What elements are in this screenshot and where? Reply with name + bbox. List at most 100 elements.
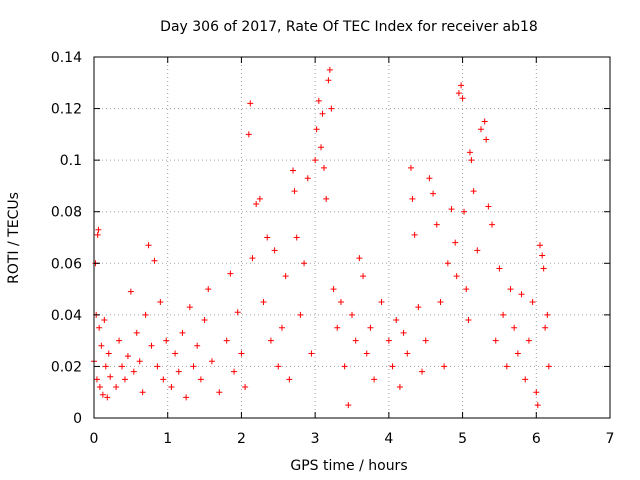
data-point (119, 363, 126, 370)
data-point (539, 252, 546, 259)
data-point (313, 126, 320, 133)
data-point (116, 337, 123, 344)
data-point (216, 389, 223, 396)
data-point (297, 311, 304, 318)
data-point (308, 350, 315, 357)
y-tick-label: 0.02 (51, 359, 82, 375)
data-points (91, 66, 552, 409)
chart-title: Day 306 of 2017, Rate Of TEC Index for r… (160, 19, 538, 35)
data-point (507, 286, 514, 293)
y-tick-label: 0.08 (51, 205, 82, 221)
x-tick-labels: 0 1 2 3 4 5 6 7 (90, 431, 615, 447)
data-point (525, 337, 532, 344)
data-point (544, 311, 551, 318)
data-point (107, 373, 114, 380)
data-point (540, 265, 547, 272)
data-point (121, 376, 128, 383)
data-point (465, 317, 472, 324)
data-point (105, 350, 112, 357)
data-point (231, 368, 238, 375)
data-point (411, 231, 418, 238)
data-point (419, 368, 426, 375)
data-point (282, 273, 289, 280)
data-point (542, 324, 549, 331)
data-point (98, 342, 105, 349)
data-point (453, 273, 460, 280)
data-point (458, 82, 465, 89)
data-point (245, 131, 252, 138)
data-point (334, 324, 341, 331)
data-point (492, 337, 499, 344)
data-point (194, 342, 201, 349)
data-point (286, 376, 293, 383)
data-point (102, 363, 109, 370)
data-point (378, 298, 385, 305)
data-point (407, 164, 414, 171)
data-point (320, 164, 327, 171)
data-point (433, 221, 440, 228)
data-point (325, 77, 332, 84)
data-point (293, 234, 300, 241)
data-point (500, 311, 507, 318)
data-point (190, 363, 197, 370)
data-point (385, 337, 392, 344)
data-point (253, 200, 260, 207)
data-point (444, 260, 451, 267)
data-point (154, 363, 161, 370)
data-point (345, 402, 352, 409)
data-point (389, 363, 396, 370)
data-point (400, 329, 407, 336)
x-tick-label: 0 (90, 431, 99, 447)
data-point (415, 304, 422, 311)
y-tick-label: 0.14 (51, 50, 82, 66)
data-point (264, 234, 271, 241)
data-point (101, 317, 108, 324)
y-tick-label: 0.1 (60, 153, 82, 169)
data-point (529, 298, 536, 305)
data-point (448, 206, 455, 213)
data-point (474, 247, 481, 254)
data-point (197, 376, 204, 383)
data-point (256, 195, 263, 202)
data-point (96, 324, 103, 331)
data-point (160, 376, 167, 383)
data-point (201, 317, 208, 324)
data-point (208, 358, 215, 365)
y-tick-label: 0.12 (51, 102, 82, 118)
data-point (136, 358, 143, 365)
data-point (163, 337, 170, 344)
data-point (396, 384, 403, 391)
data-point (271, 247, 278, 254)
data-point (238, 350, 245, 357)
data-point (463, 286, 470, 293)
data-point (337, 298, 344, 305)
data-point (157, 298, 164, 305)
data-point (326, 66, 333, 73)
data-point (352, 337, 359, 344)
data-point (234, 309, 241, 316)
data-point (168, 384, 175, 391)
data-point (459, 95, 466, 102)
x-tick-label: 4 (384, 431, 393, 447)
data-point (496, 265, 503, 272)
data-point (130, 368, 137, 375)
data-point (452, 239, 459, 246)
data-point (278, 324, 285, 331)
data-point (145, 242, 152, 249)
data-point (328, 105, 335, 112)
x-tick-label: 5 (458, 431, 467, 447)
data-point (290, 167, 297, 174)
data-point (304, 175, 311, 182)
grid (94, 57, 610, 418)
data-point (489, 221, 496, 228)
data-point (545, 363, 552, 370)
data-point (536, 242, 543, 249)
data-point (104, 394, 111, 401)
y-tick-label: 0.06 (51, 256, 82, 272)
data-point (133, 329, 140, 336)
data-point (503, 363, 510, 370)
data-point (404, 350, 411, 357)
data-point (466, 149, 473, 156)
